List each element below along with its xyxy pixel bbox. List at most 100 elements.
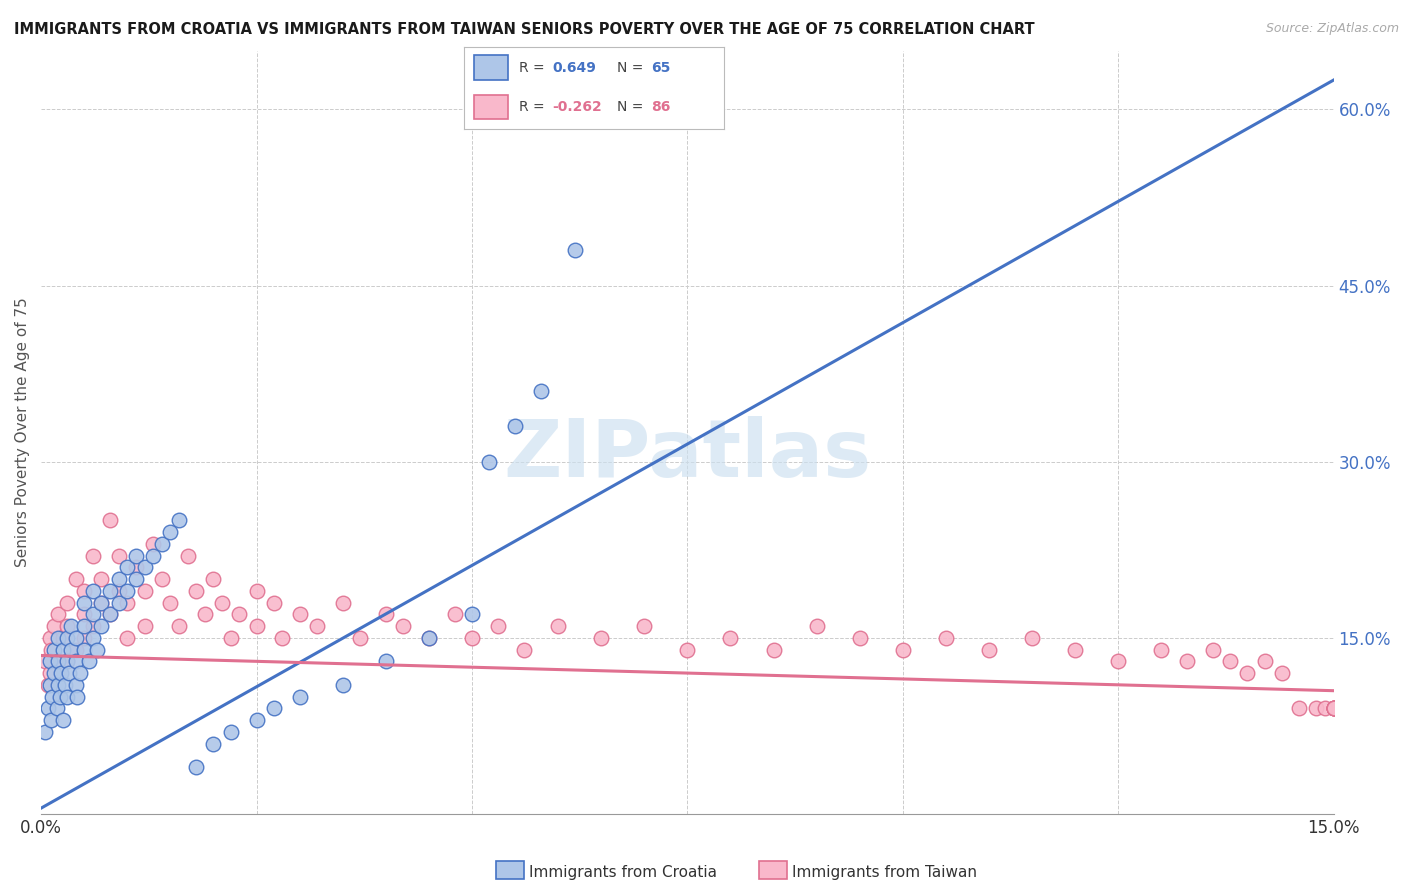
Point	[34, 724, 56, 739]
Point	[41, 713, 63, 727]
Point	[46, 631, 69, 645]
Point	[56, 631, 79, 645]
Point	[305, 619, 328, 633]
Point	[38, 666, 60, 681]
Point	[77, 654, 100, 668]
Point	[98, 513, 121, 527]
Point	[56, 690, 79, 704]
Point	[1202, 642, 1225, 657]
Point	[176, 549, 198, 563]
Point	[1064, 642, 1087, 657]
Point	[194, 607, 217, 622]
Point	[56, 654, 79, 668]
Point	[1323, 701, 1346, 715]
Point	[486, 619, 509, 633]
Point	[117, 631, 139, 645]
Point	[46, 607, 69, 622]
Text: Immigrants from Taiwan: Immigrants from Taiwan	[792, 865, 977, 880]
Point	[1323, 701, 1346, 715]
Point	[762, 642, 785, 657]
Point	[1254, 654, 1277, 668]
Point	[349, 631, 371, 645]
Point	[60, 642, 83, 657]
Point	[332, 678, 354, 692]
Point	[65, 631, 87, 645]
Point	[45, 701, 67, 715]
Point	[186, 760, 208, 774]
Point	[211, 596, 233, 610]
Point	[82, 583, 104, 598]
Point	[245, 583, 267, 598]
Point	[38, 631, 60, 645]
Point	[90, 596, 112, 610]
Text: R =: R =	[519, 61, 548, 75]
Point	[1313, 701, 1336, 715]
Point	[332, 596, 354, 610]
Point	[98, 583, 121, 598]
Point	[159, 525, 181, 540]
Point	[56, 654, 79, 668]
Point	[86, 642, 108, 657]
Point	[66, 690, 89, 704]
Point	[1150, 642, 1173, 657]
Point	[1288, 701, 1310, 715]
Point	[37, 678, 59, 692]
Point	[38, 654, 60, 668]
Text: 0.649: 0.649	[553, 61, 596, 75]
Point	[142, 537, 165, 551]
Point	[288, 607, 311, 622]
Point	[245, 619, 267, 633]
Point	[167, 513, 190, 527]
Y-axis label: Seniors Poverty Over the Age of 75: Seniors Poverty Over the Age of 75	[15, 297, 30, 567]
Point	[202, 737, 225, 751]
Point	[117, 583, 139, 598]
Point	[37, 701, 59, 715]
Point	[1219, 654, 1241, 668]
Point	[117, 596, 139, 610]
Point	[271, 631, 294, 645]
Point	[98, 607, 121, 622]
Text: Source: ZipAtlas.com: Source: ZipAtlas.com	[1265, 22, 1399, 36]
Point	[461, 631, 484, 645]
Point	[52, 713, 75, 727]
Point	[60, 619, 83, 633]
Point	[1271, 666, 1294, 681]
Point	[418, 631, 440, 645]
Point	[806, 619, 828, 633]
Point	[53, 678, 76, 692]
Point	[73, 631, 96, 645]
Point	[935, 631, 957, 645]
Point	[42, 642, 65, 657]
Point	[263, 701, 285, 715]
Point	[202, 572, 225, 586]
Point	[478, 455, 501, 469]
Point	[125, 549, 148, 563]
Point	[69, 666, 91, 681]
Point	[125, 560, 148, 574]
Point	[512, 642, 534, 657]
Point	[891, 642, 914, 657]
Point	[150, 572, 173, 586]
Text: R =: R =	[519, 100, 548, 114]
Point	[56, 619, 79, 633]
Point	[46, 654, 69, 668]
Point	[82, 549, 104, 563]
Point	[245, 713, 267, 727]
Point	[1175, 654, 1198, 668]
Point	[90, 596, 112, 610]
Point	[418, 631, 440, 645]
Point	[503, 419, 526, 434]
Point	[38, 678, 60, 692]
Point	[117, 560, 139, 574]
Point	[82, 631, 104, 645]
Point	[107, 572, 129, 586]
Point	[547, 619, 569, 633]
Point	[90, 572, 112, 586]
Point	[1236, 666, 1258, 681]
Point	[107, 549, 129, 563]
Point	[46, 654, 69, 668]
Point	[564, 244, 586, 258]
Point	[49, 690, 72, 704]
Point	[1323, 701, 1346, 715]
Point	[150, 537, 173, 551]
